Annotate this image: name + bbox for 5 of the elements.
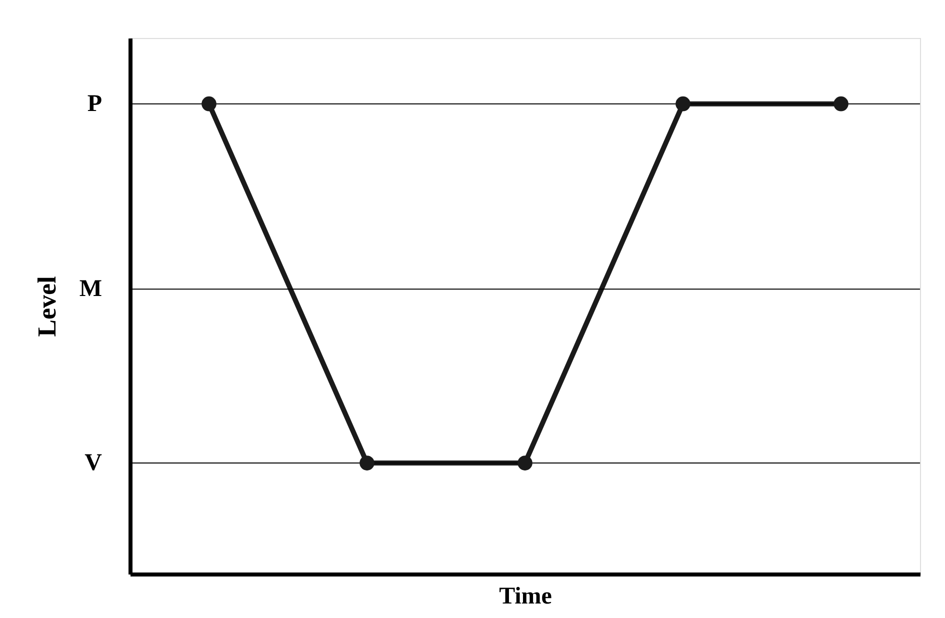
y-axis-title: Level [32, 276, 62, 337]
x-axis-title: Time [499, 584, 552, 610]
ref-line-label: V [84, 450, 103, 476]
ref-line-label: P [87, 90, 102, 117]
ref-line-label: M [79, 276, 102, 302]
